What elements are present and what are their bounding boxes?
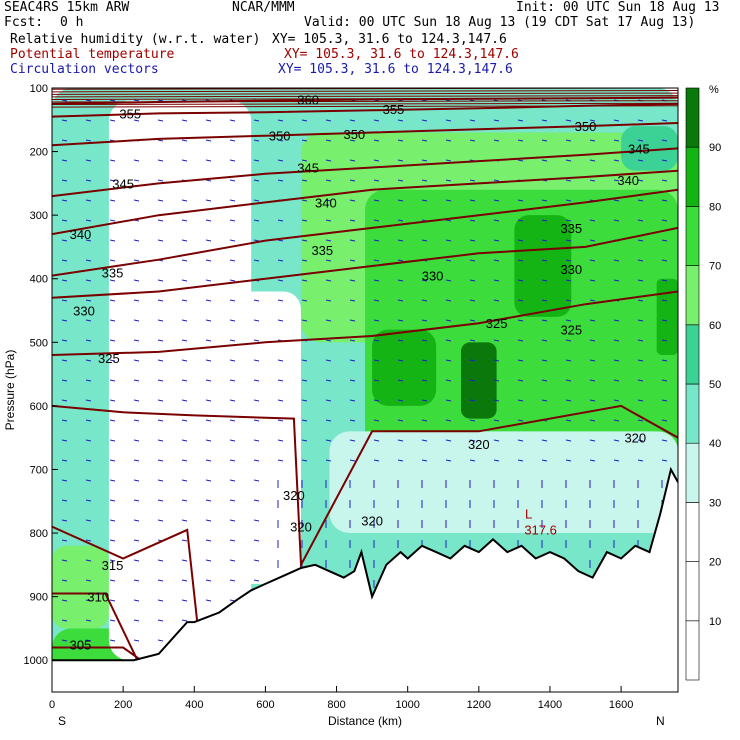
x-tick-label: 200 xyxy=(114,699,132,711)
y-tick-label: 500 xyxy=(30,337,48,349)
theta-label: 320 xyxy=(283,488,305,503)
theta-label: 335 xyxy=(102,265,124,280)
colorbar-bin xyxy=(686,266,699,325)
theta-label: 325 xyxy=(98,351,120,366)
rh-region xyxy=(461,342,497,418)
theta-label: 345 xyxy=(297,160,319,175)
x-tick-label: 800 xyxy=(327,699,345,711)
low-value: 317.6 xyxy=(524,523,557,538)
x-tick-label: 1600 xyxy=(609,699,633,711)
north-label: N xyxy=(656,714,665,728)
theta-label: 350 xyxy=(269,129,291,144)
colorbar-bin xyxy=(686,325,699,384)
colorbar-tick-label: 50 xyxy=(709,379,721,391)
y-tick-label: 400 xyxy=(30,274,48,286)
theta-label: 360 xyxy=(297,92,319,107)
colorbar-bin xyxy=(686,147,699,206)
theta-label: 305 xyxy=(70,637,92,652)
colorbar-bin xyxy=(686,384,699,443)
colorbar-bin xyxy=(686,443,699,502)
y-tick-label: 200 xyxy=(30,147,48,159)
theta-label: 350 xyxy=(343,127,365,142)
x-tick-label: 1400 xyxy=(538,699,562,711)
colorbar-bin xyxy=(686,502,699,561)
colorbar-tick-label: 80 xyxy=(709,201,721,213)
theta-label: 340 xyxy=(315,195,337,210)
theta-label: 335 xyxy=(560,221,582,236)
colorbar-bin xyxy=(686,621,699,680)
theta-label: 330 xyxy=(73,304,95,319)
y-tick-label: 300 xyxy=(30,210,48,222)
colorbar-bin xyxy=(686,206,699,265)
colorbar-bin xyxy=(686,562,699,621)
colorbar-tick-label: 20 xyxy=(709,557,721,569)
y-tick-label: 1000 xyxy=(24,655,48,667)
theta-label: 355 xyxy=(383,102,405,117)
y-tick-label: 700 xyxy=(30,464,48,476)
x-tick-label: 600 xyxy=(256,699,274,711)
theta-label: 345 xyxy=(628,141,650,156)
x-tick-label: 400 xyxy=(185,699,203,711)
rh-region xyxy=(152,139,180,234)
colorbar-tick-label: 40 xyxy=(709,438,721,450)
theta-label: 330 xyxy=(422,269,444,284)
colorbar-tick-label: 90 xyxy=(709,142,721,154)
theta-label: 315 xyxy=(102,558,124,573)
y-tick-label: 800 xyxy=(30,528,48,540)
low-marker: L xyxy=(525,507,532,522)
theta-label: 320 xyxy=(361,513,383,528)
y-axis-label: Pressure (hPa) xyxy=(3,350,17,431)
y-tick-label: 100 xyxy=(30,83,48,95)
theta-label: 320 xyxy=(624,431,646,446)
rh-region xyxy=(657,279,678,355)
south-label: S xyxy=(58,714,66,728)
y-tick-label: 600 xyxy=(30,401,48,413)
x-axis-label: Distance (km) xyxy=(328,714,402,728)
colorbar-tick-label: 60 xyxy=(709,320,721,332)
theta-label: 320 xyxy=(290,520,312,535)
theta-label: 345 xyxy=(112,176,134,191)
theta-label: 350 xyxy=(575,119,597,134)
colorbar-tick-label: 70 xyxy=(709,261,721,273)
theta-label: 330 xyxy=(560,262,582,277)
theta-label: 310 xyxy=(87,590,109,605)
rh-region xyxy=(230,291,301,583)
theta-label: 355 xyxy=(119,106,141,121)
x-tick-label: 1200 xyxy=(467,699,491,711)
theta-label: 335 xyxy=(311,243,333,258)
x-tick-label: 1000 xyxy=(395,699,419,711)
colorbar-unit: % xyxy=(709,84,719,96)
colorbar-tick-label: 10 xyxy=(709,616,721,628)
colorbar-bin xyxy=(686,88,699,147)
theta-label: 325 xyxy=(486,316,508,331)
theta-label: 340 xyxy=(617,173,639,188)
theta-label: 340 xyxy=(70,227,92,242)
colorbar: 10 20 30 40 50 60 70 80 90% xyxy=(686,84,721,680)
theta-label: 320 xyxy=(468,437,490,452)
theta-label: 325 xyxy=(560,323,582,338)
colorbar-tick-label: 30 xyxy=(709,497,721,509)
y-tick-label: 900 xyxy=(30,592,48,604)
x-tick-label: 0 xyxy=(49,699,55,711)
